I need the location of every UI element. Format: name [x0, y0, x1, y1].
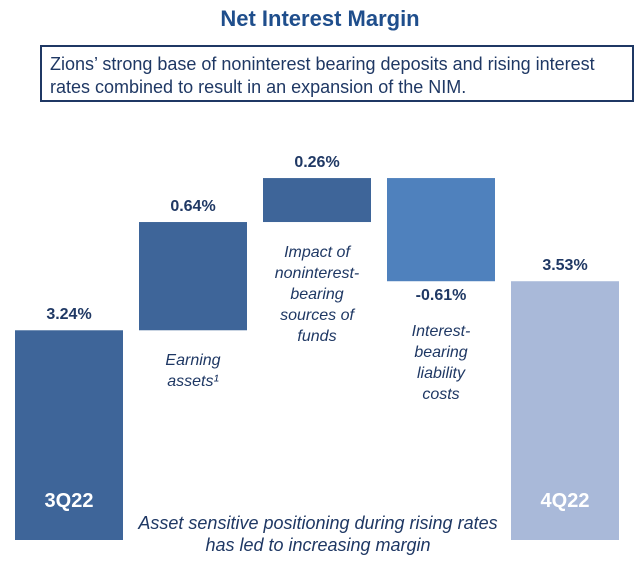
bar	[511, 281, 619, 540]
bar	[15, 330, 123, 540]
category-label: Earning assets¹	[165, 352, 221, 391]
value-label: -0.61%	[415, 287, 467, 305]
category-label: Interest-bearing liability costs	[411, 323, 471, 404]
value-label: 3.24%	[46, 306, 92, 324]
category-label: 3Q22	[44, 490, 94, 512]
annotation: Asset sensitive positioning during risin…	[138, 513, 498, 555]
chart-title: Net Interest Margin	[220, 6, 420, 31]
bar	[139, 222, 247, 331]
subtitle-box: Zions’ strong base of noninterest bearin…	[40, 45, 634, 102]
value-label: 3.53%	[542, 257, 588, 275]
value-label: 0.64%	[170, 198, 216, 216]
category-label: 4Q22	[540, 490, 590, 512]
bar	[263, 178, 371, 223]
value-label: 0.26%	[294, 154, 340, 172]
bar	[387, 178, 495, 282]
category-label: Impact of noninterest-bearing sources of…	[274, 244, 360, 346]
